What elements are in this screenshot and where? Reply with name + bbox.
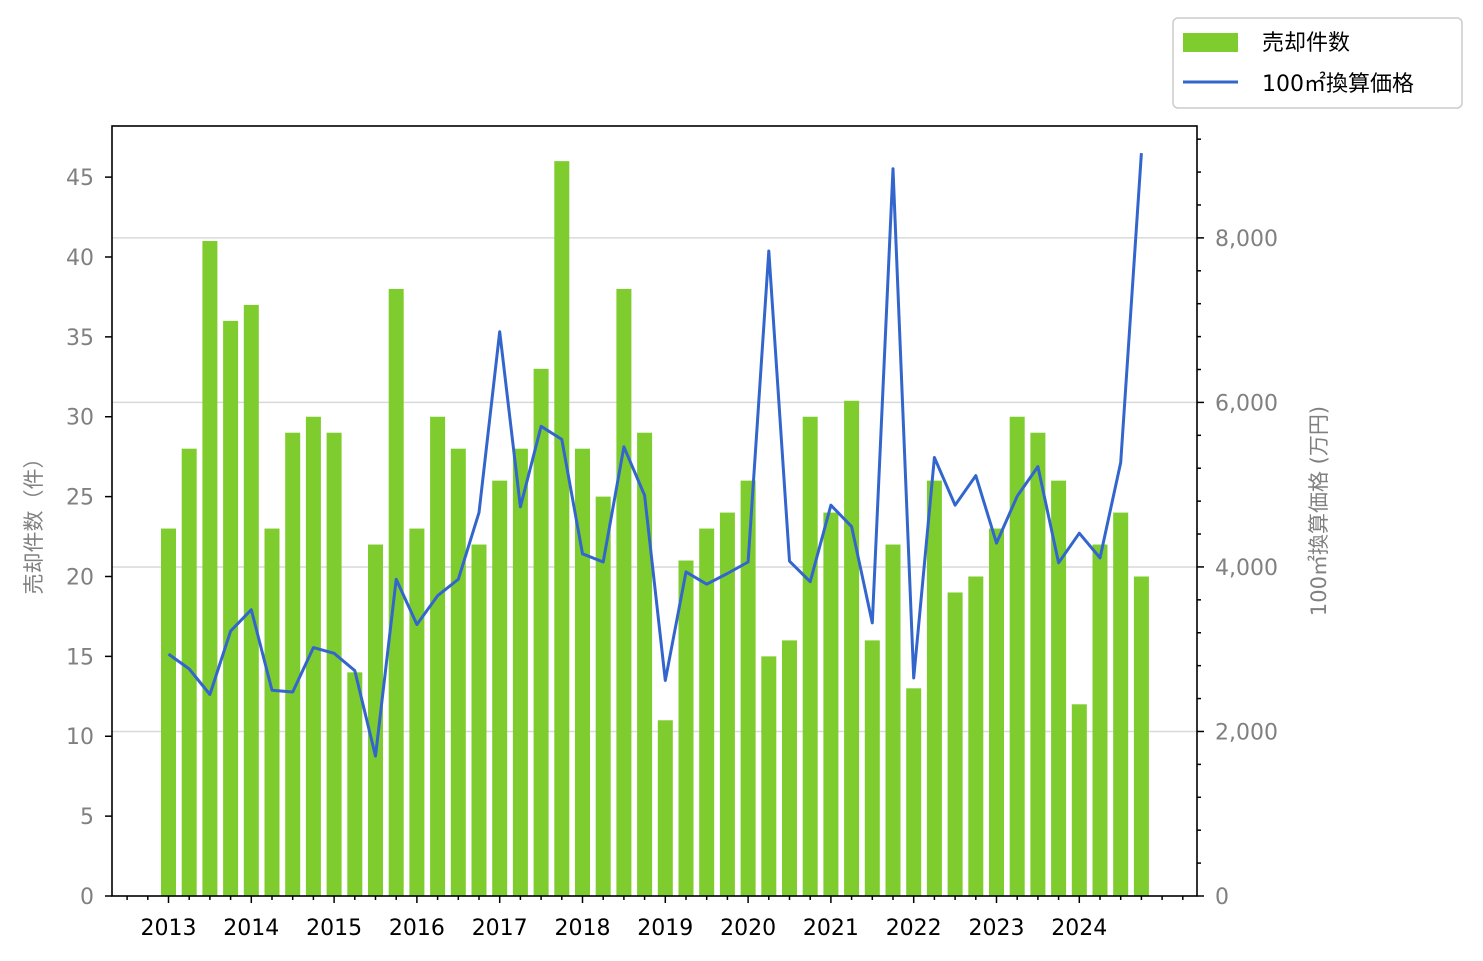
bar [1113, 512, 1129, 896]
bar [1009, 416, 1025, 896]
bar [885, 544, 901, 896]
bar [181, 448, 197, 896]
bar [512, 448, 528, 896]
x-tick-label: 2020 [720, 916, 776, 941]
bar [782, 640, 797, 896]
bar [264, 528, 280, 896]
left-tick-label: 15 [66, 645, 94, 670]
x-tick-label: 2021 [803, 916, 859, 941]
x-tick-label: 2022 [886, 916, 942, 941]
bar [989, 528, 1004, 896]
bar [823, 512, 839, 896]
bar [450, 448, 466, 896]
bar [864, 640, 880, 896]
bar [906, 688, 922, 896]
bar [305, 416, 321, 896]
bar [1133, 576, 1149, 896]
left-tick-label: 20 [66, 565, 94, 590]
x-axis-ticks: 2013 2014 2015 2016 2017 2018 2019 2020 2021 2022… [126, 896, 1184, 941]
legend-bar-swatch [1183, 33, 1238, 52]
bar [616, 288, 632, 896]
bar [430, 416, 446, 896]
bar [595, 496, 611, 896]
bar [761, 656, 777, 896]
bar [740, 480, 756, 896]
x-tick-label: 2017 [472, 916, 528, 941]
bar [243, 304, 259, 897]
bar [554, 161, 570, 896]
left-tick-label: 10 [66, 725, 94, 750]
bar [285, 432, 301, 896]
bar [492, 480, 508, 896]
bar-series [161, 161, 1149, 897]
left-tick-label: 35 [66, 326, 94, 351]
left-tick-label: 45 [66, 166, 94, 191]
bar [926, 480, 942, 896]
x-tick-label: 2016 [389, 916, 445, 941]
bar [409, 528, 425, 896]
bar [844, 400, 860, 896]
bar [1030, 432, 1046, 896]
bar [161, 528, 176, 896]
bar [223, 320, 239, 897]
bar [802, 416, 818, 896]
legend-line-label: 100㎡換算価格 [1262, 71, 1414, 97]
left-axis-title: 売却件数（件） [22, 448, 46, 595]
x-tick-label: 2014 [223, 916, 279, 941]
bar [1071, 704, 1087, 896]
right-tick-label: 6,000 [1215, 391, 1278, 416]
right-tick-label: 8,000 [1215, 227, 1278, 252]
legend: 売却件数 100㎡換算価格 [1172, 17, 1463, 109]
bar [637, 432, 653, 896]
bar [947, 592, 963, 896]
bar [368, 544, 383, 896]
right-axis-title: 100㎡換算価格 (万円) [1307, 406, 1331, 616]
left-tick-label: 5 [80, 805, 94, 830]
plot-frame [111, 125, 1198, 897]
left-axis-ticks: 0 5 10 15 20 25 30 35 40 45 [66, 166, 112, 910]
x-tick-label: 2019 [637, 916, 693, 941]
x-tick-label: 2024 [1051, 916, 1107, 941]
bar [719, 512, 735, 896]
left-tick-label: 25 [66, 486, 94, 511]
right-tick-label: 4,000 [1215, 556, 1278, 581]
price-line-series [167, 152, 1143, 758]
bar [533, 368, 549, 897]
bar [699, 528, 715, 896]
bar [471, 544, 487, 896]
bar [678, 560, 694, 896]
right-tick-label: 2,000 [1215, 720, 1278, 745]
right-axis-ticks: 0 2,000 4,000 6,000 8,000 [1197, 138, 1278, 910]
bar [326, 432, 342, 896]
x-tick-label: 2023 [969, 916, 1025, 941]
bar [968, 576, 984, 896]
legend-frame [1172, 17, 1463, 109]
bar [202, 241, 218, 896]
x-tick-label: 2015 [306, 916, 362, 941]
left-tick-label: 0 [80, 885, 94, 910]
x-tick-label: 2018 [555, 916, 611, 941]
left-tick-label: 30 [66, 406, 94, 431]
bar [388, 288, 404, 896]
bar [1051, 480, 1067, 896]
legend-bar-label: 売却件数 [1262, 31, 1350, 56]
bar [1092, 544, 1108, 896]
right-tick-label: 0 [1215, 885, 1229, 910]
bar [347, 672, 363, 896]
bar [657, 720, 673, 896]
x-tick-label: 2013 [141, 916, 197, 941]
left-tick-label: 40 [66, 246, 94, 271]
bar [575, 448, 590, 896]
